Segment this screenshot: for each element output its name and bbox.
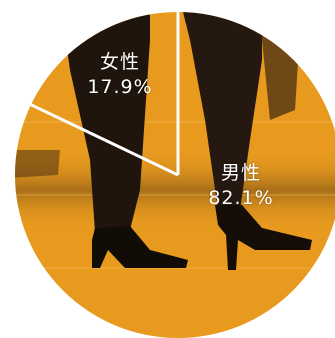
slice-name-male: 男性 xyxy=(220,162,261,184)
pie-slices xyxy=(30,12,180,177)
blur-band xyxy=(15,150,335,230)
slice-label-male: 男性 82.1% xyxy=(196,161,286,211)
slice-label-female: 女性 17.9% xyxy=(80,50,160,100)
right-leg-shape xyxy=(180,12,262,210)
left-leg-shape xyxy=(60,12,150,232)
slice-divider-line xyxy=(30,103,179,177)
right-shoe-shape xyxy=(215,205,312,270)
slice-value-female: 17.9% xyxy=(87,76,153,98)
slice-value-male: 82.1% xyxy=(208,187,274,209)
left-shoe-shape xyxy=(92,226,188,268)
slice-name-female: 女性 xyxy=(99,51,140,73)
